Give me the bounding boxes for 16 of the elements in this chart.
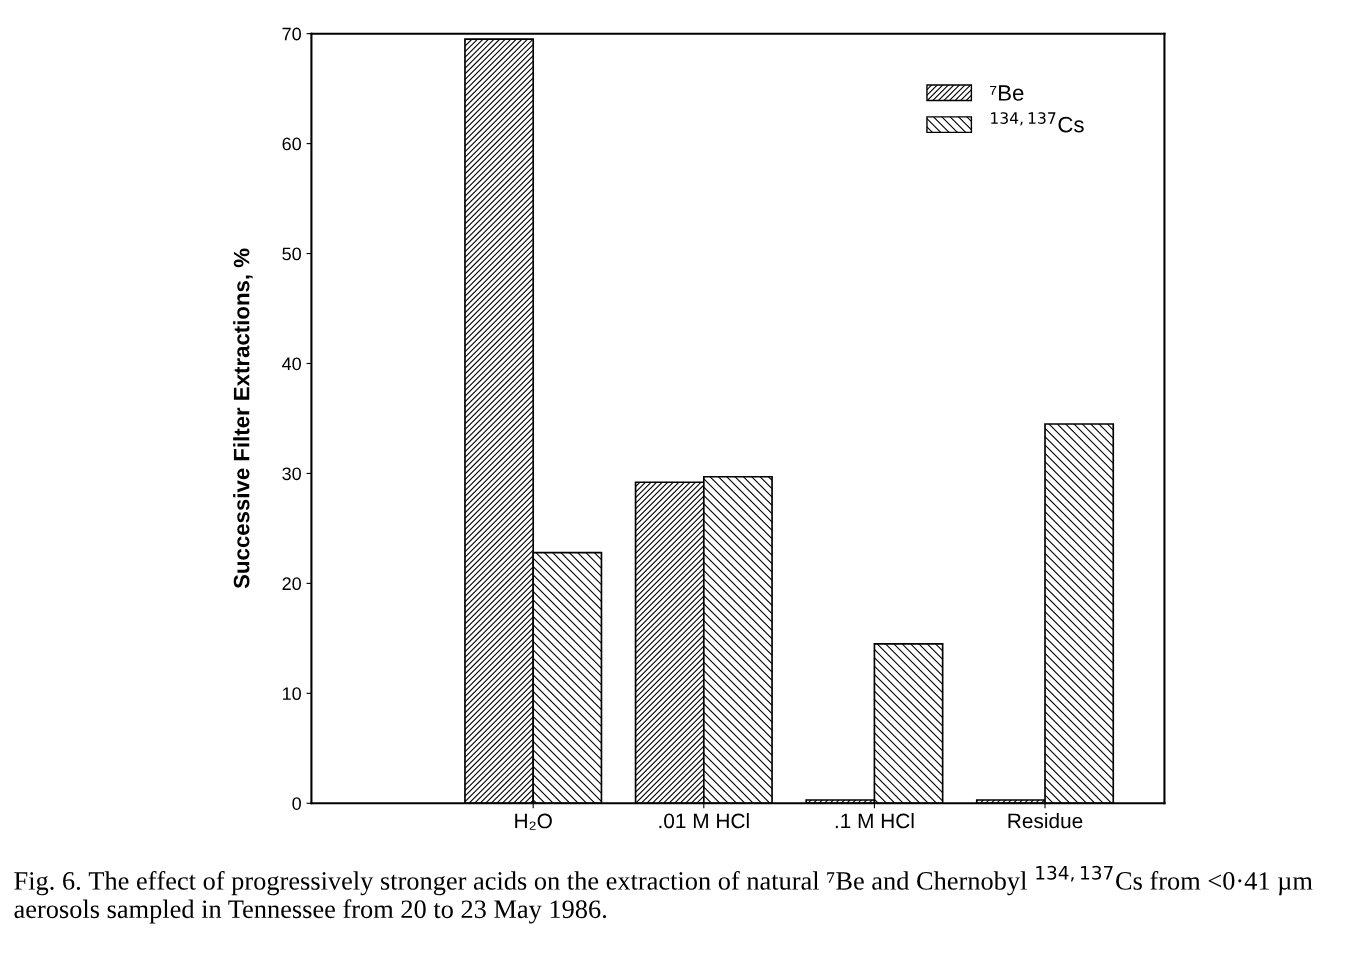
x-tick-label: .01 M HCl: [659, 812, 749, 829]
x-tick-label: .1 M HCl: [835, 812, 914, 829]
legend-label: ⁷Be: [989, 85, 1024, 101]
y-tick-label: 60: [282, 137, 301, 151]
y-tick-label: 10: [282, 687, 301, 701]
x-tick-label: H₂O: [515, 813, 552, 830]
y-tick-label: 50: [282, 247, 301, 261]
x-tick-label: Residue: [1008, 812, 1083, 829]
text: Fig. 6. The effect of progressively stronger acids on the extraction of natural ⁷Be and Chernobyl $^{134,137}$Cs from <0·41 µm aerosols sampled in Tennessee from 20 to 23 May 1986.: [14, 865, 1313, 924]
legend-label: $^{134,137}$Cs: [991, 112, 1084, 133]
y-tick-label: 0: [292, 797, 301, 810]
y-tick-label: 30: [282, 467, 301, 481]
y-tick-label: 20: [282, 577, 301, 591]
y-axis-title: Successive Filter Extractions, %: [233, 248, 253, 589]
y-tick-label: 70: [282, 27, 301, 41]
y-tick-label: 40: [282, 357, 301, 371]
